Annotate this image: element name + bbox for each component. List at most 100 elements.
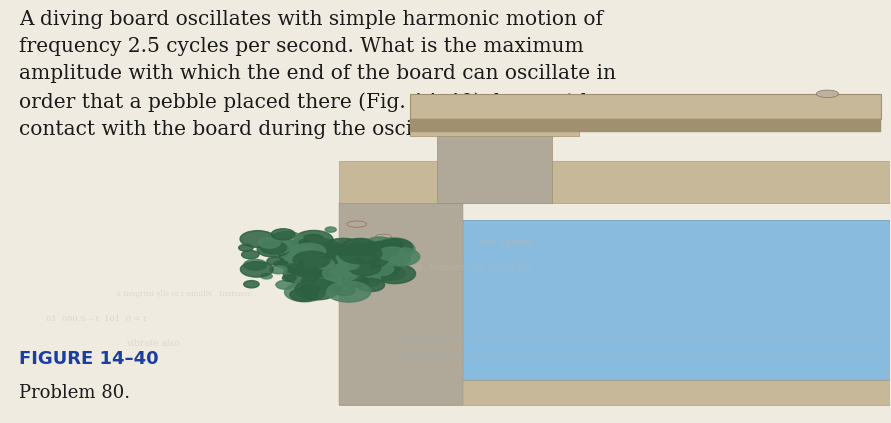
Circle shape (290, 288, 318, 302)
Circle shape (295, 279, 339, 300)
Circle shape (261, 274, 273, 279)
Polygon shape (437, 127, 552, 203)
Circle shape (307, 255, 328, 264)
Circle shape (244, 280, 259, 288)
Circle shape (372, 253, 405, 269)
Circle shape (270, 266, 287, 274)
Circle shape (374, 266, 405, 280)
Polygon shape (392, 220, 889, 388)
Circle shape (325, 255, 338, 261)
Circle shape (302, 264, 315, 270)
Circle shape (311, 265, 336, 277)
Circle shape (302, 258, 342, 277)
Circle shape (289, 260, 303, 267)
Circle shape (318, 255, 331, 261)
Circle shape (284, 283, 325, 302)
Text: constant. Numerically integratic: constant. Numerically integratic (383, 264, 533, 272)
Circle shape (240, 231, 275, 247)
Circle shape (324, 258, 352, 270)
Circle shape (303, 239, 341, 257)
Circle shape (288, 260, 323, 276)
Circle shape (339, 243, 382, 264)
Circle shape (386, 253, 411, 265)
Circle shape (293, 243, 337, 264)
Circle shape (276, 280, 295, 289)
Circle shape (341, 273, 364, 283)
Circle shape (241, 261, 274, 277)
Circle shape (303, 255, 318, 262)
Polygon shape (410, 119, 880, 132)
Circle shape (321, 259, 333, 264)
Circle shape (374, 264, 415, 283)
Circle shape (300, 284, 320, 294)
Circle shape (346, 238, 378, 253)
Circle shape (300, 253, 331, 268)
Circle shape (264, 240, 291, 253)
Circle shape (301, 256, 327, 269)
Circle shape (289, 243, 323, 260)
Circle shape (302, 272, 339, 290)
Circle shape (281, 255, 313, 270)
Circle shape (313, 258, 334, 269)
Circle shape (341, 275, 368, 287)
Circle shape (341, 269, 356, 276)
Polygon shape (339, 203, 463, 405)
Circle shape (303, 262, 335, 277)
Circle shape (360, 246, 373, 252)
Text: vibrate also: vibrate also (126, 339, 179, 348)
Circle shape (321, 239, 365, 259)
Circle shape (258, 238, 281, 248)
Circle shape (317, 264, 334, 272)
Text: A diving board oscillates with simple harmonic motion of
frequency 2.5 cycles pe: A diving board oscillates with simple ha… (19, 10, 622, 139)
Circle shape (342, 247, 354, 253)
Circle shape (286, 253, 309, 263)
Circle shape (298, 255, 329, 270)
Circle shape (271, 232, 303, 247)
Circle shape (282, 245, 319, 263)
Circle shape (334, 286, 356, 296)
Circle shape (297, 251, 331, 267)
Circle shape (327, 281, 371, 302)
Ellipse shape (816, 90, 838, 98)
Circle shape (365, 266, 397, 281)
Circle shape (307, 259, 329, 270)
Text: the square: the square (481, 238, 534, 247)
Circle shape (366, 237, 394, 250)
Circle shape (380, 239, 403, 250)
Circle shape (299, 240, 315, 247)
Circle shape (295, 231, 333, 249)
Circle shape (290, 249, 332, 269)
Circle shape (239, 244, 253, 251)
Circle shape (323, 261, 347, 272)
Polygon shape (410, 119, 579, 136)
Circle shape (267, 257, 283, 265)
Text: Problem 80.: Problem 80. (19, 384, 130, 402)
Circle shape (356, 278, 385, 291)
Circle shape (293, 251, 330, 269)
Circle shape (380, 264, 400, 273)
Circle shape (257, 242, 290, 257)
Circle shape (297, 260, 317, 270)
Text: s tnsgrtni ylls oi r emulΝ   tnstsnoс: s tnsgrtni ylls oi r emulΝ tnstsnoс (117, 290, 252, 297)
Text: 01  ‎000.S – t  101  0 = t: 01 ‎000.S – t 101 0 = t (45, 315, 146, 323)
Circle shape (316, 275, 351, 291)
Polygon shape (410, 94, 880, 119)
Circle shape (380, 247, 420, 266)
Circle shape (376, 238, 413, 255)
Circle shape (309, 259, 323, 266)
Circle shape (358, 264, 388, 278)
Circle shape (364, 262, 394, 276)
Circle shape (316, 255, 346, 269)
Circle shape (347, 272, 380, 288)
Circle shape (341, 266, 379, 284)
Circle shape (312, 256, 326, 263)
Circle shape (348, 260, 380, 275)
Polygon shape (339, 379, 889, 405)
Circle shape (361, 253, 382, 263)
Circle shape (350, 249, 384, 265)
Circle shape (244, 259, 266, 270)
Circle shape (364, 242, 399, 258)
Circle shape (352, 258, 364, 264)
Circle shape (260, 242, 287, 254)
Circle shape (341, 239, 377, 255)
